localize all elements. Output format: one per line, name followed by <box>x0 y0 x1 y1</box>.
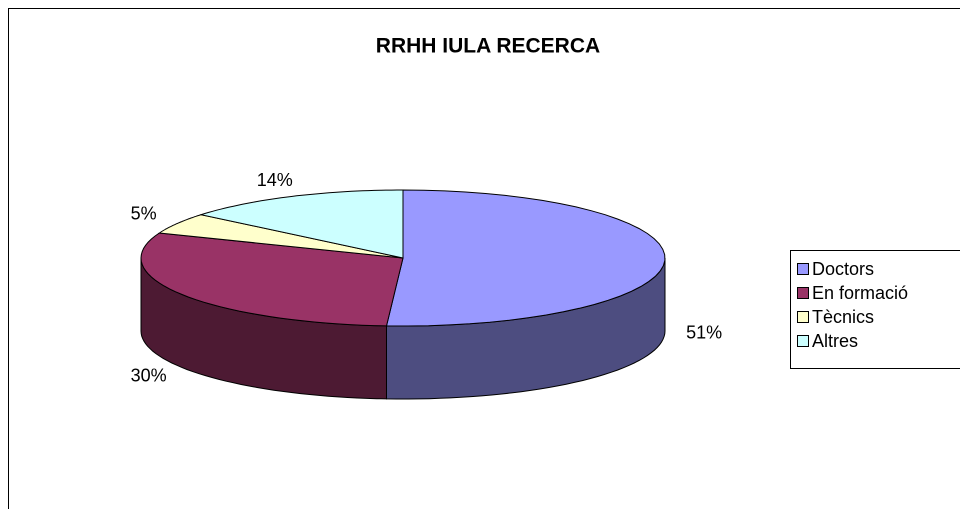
legend-swatch <box>797 263 809 275</box>
legend-swatch <box>797 311 809 323</box>
data-label: 51% <box>686 322 722 342</box>
data-label: 30% <box>131 365 167 385</box>
legend-swatch <box>797 287 809 299</box>
data-label: 5% <box>131 203 157 223</box>
legend-box <box>790 250 960 369</box>
pie-slice <box>199 189 404 259</box>
pie-slice <box>157 214 404 259</box>
pie-slice <box>385 189 666 327</box>
chart-title: RRHH IULA RECERCA <box>376 35 600 58</box>
pie-slice <box>140 232 404 327</box>
legend-label: Doctors <box>812 259 874 279</box>
legend-label: Altres <box>812 331 858 351</box>
legend-swatch <box>797 335 809 347</box>
legend-label: Tècnics <box>812 307 874 327</box>
legend-label: En formació <box>812 283 908 303</box>
data-label: 14% <box>257 170 293 190</box>
